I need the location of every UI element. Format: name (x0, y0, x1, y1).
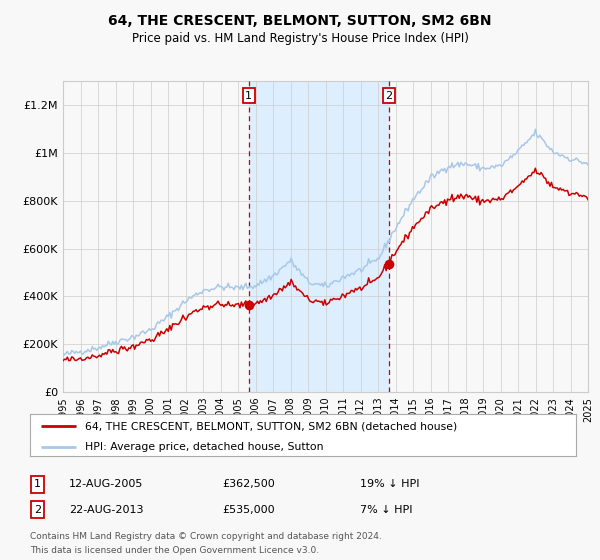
Text: £535,000: £535,000 (222, 505, 275, 515)
Text: £362,500: £362,500 (222, 479, 275, 489)
Text: 1: 1 (245, 91, 252, 101)
Text: Price paid vs. HM Land Registry's House Price Index (HPI): Price paid vs. HM Land Registry's House … (131, 32, 469, 45)
Text: Contains HM Land Registry data © Crown copyright and database right 2024.: Contains HM Land Registry data © Crown c… (30, 532, 382, 541)
Text: 2: 2 (386, 91, 392, 101)
Text: 2: 2 (34, 505, 41, 515)
Text: This data is licensed under the Open Government Licence v3.0.: This data is licensed under the Open Gov… (30, 546, 319, 555)
Text: 19% ↓ HPI: 19% ↓ HPI (360, 479, 419, 489)
Text: HPI: Average price, detached house, Sutton: HPI: Average price, detached house, Sutt… (85, 442, 323, 452)
Text: 64, THE CRESCENT, BELMONT, SUTTON, SM2 6BN (detached house): 64, THE CRESCENT, BELMONT, SUTTON, SM2 6… (85, 421, 457, 431)
Text: 22-AUG-2013: 22-AUG-2013 (69, 505, 143, 515)
Text: 12-AUG-2005: 12-AUG-2005 (69, 479, 143, 489)
Bar (249, 81, 389, 392)
Text: 64, THE CRESCENT, BELMONT, SUTTON, SM2 6BN: 64, THE CRESCENT, BELMONT, SUTTON, SM2 6… (108, 14, 492, 28)
Text: 7% ↓ HPI: 7% ↓ HPI (360, 505, 413, 515)
Text: 1: 1 (34, 479, 41, 489)
